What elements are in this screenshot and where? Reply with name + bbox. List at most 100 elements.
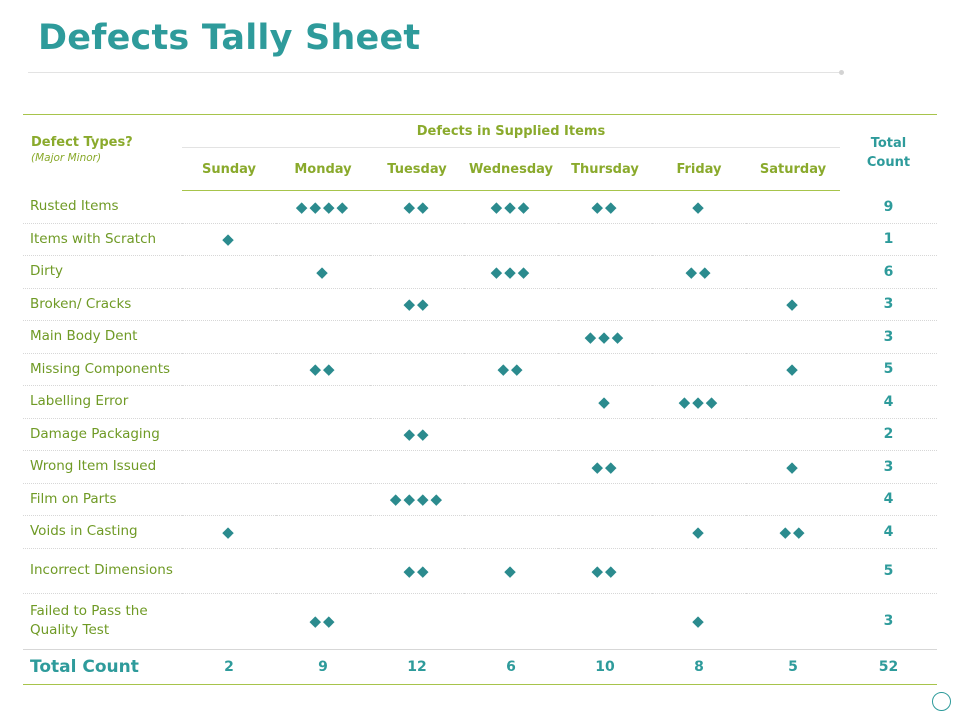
defect-type-label: Broken/ Cracks <box>23 288 182 321</box>
tally-cell: ◆ <box>558 385 652 419</box>
defect-type-label: Failed to Pass the Quality Test <box>23 593 182 650</box>
diamond-icon: ◆ <box>417 425 431 444</box>
tally-cell <box>182 190 276 224</box>
diamond-icon: ◆ <box>403 561 417 580</box>
page-title: Defects Tally Sheet <box>38 18 421 58</box>
diamond-icon: ◆ <box>323 360 337 379</box>
tally-cell <box>276 450 370 484</box>
tally-cell: ◆◆ <box>370 288 464 321</box>
tally-cell <box>182 353 276 386</box>
tally-cell <box>746 190 840 224</box>
table-row: Main Body Dent ◆◆◆ 3 <box>23 320 937 354</box>
tally-cell <box>276 320 370 354</box>
day-header-wednesday: Wednesday <box>464 147 558 191</box>
tally-cell <box>370 223 464 256</box>
diamond-icon: ◆ <box>591 561 605 580</box>
defect-type-label: Film on Parts <box>23 483 182 516</box>
tally-cell <box>370 320 464 354</box>
tally-cell: ◆ <box>746 288 840 321</box>
defect-type-label: Missing Components <box>23 353 182 386</box>
tally-cell <box>464 483 558 516</box>
tally-cell <box>370 450 464 484</box>
diamond-icon: ◆ <box>403 490 417 509</box>
tally-cell <box>746 223 840 256</box>
diamond-icon: ◆ <box>417 561 431 580</box>
tally-cell <box>464 450 558 484</box>
table-row: Broken/ Cracks ◆◆ ◆ 3 <box>23 288 937 321</box>
diamond-icon: ◆ <box>417 295 431 314</box>
diamond-icon: ◆ <box>497 360 511 379</box>
defect-types-label: Defect Types? <box>31 135 133 150</box>
tally-cell <box>276 515 370 549</box>
tally-cell: ◆ <box>276 255 370 289</box>
diamond-icon: ◆ <box>222 522 236 541</box>
diamond-icon: ◆ <box>417 197 431 216</box>
tally-cell <box>370 353 464 386</box>
diamond-icon: ◆ <box>692 197 706 216</box>
row-total: 3 <box>840 320 937 354</box>
day-header-sunday: Sunday <box>182 147 276 191</box>
day-header-thursday: Thursday <box>558 147 652 191</box>
tally-cell: ◆◆ <box>464 353 558 386</box>
diamond-icon: ◆ <box>309 197 323 216</box>
tally-cell: ◆◆ <box>558 548 652 594</box>
tally-cell <box>276 483 370 516</box>
tally-cell <box>370 385 464 419</box>
tally-cell <box>746 385 840 419</box>
diamond-icon: ◆ <box>417 490 431 509</box>
tally-cell: ◆◆◆ <box>652 385 746 419</box>
table-row: Incorrect Dimensions ◆◆ ◆ ◆◆ 5 <box>23 548 937 594</box>
tally-cell <box>464 593 558 650</box>
supplied-items-group-header: Defects in Supplied Items <box>182 114 840 148</box>
row-total: 3 <box>840 450 937 484</box>
diamond-icon: ◆ <box>678 392 693 411</box>
diamond-icon: ◆ <box>685 262 699 281</box>
diamond-icon: ◆ <box>517 197 532 216</box>
tally-cell <box>182 548 276 594</box>
table-row: Items with Scratch ◆ 1 <box>23 223 937 256</box>
tally-cell: ◆ <box>652 515 746 549</box>
tally-cell <box>746 593 840 650</box>
row-total: 6 <box>840 255 937 289</box>
defect-type-label: Rusted Items <box>23 190 182 224</box>
tally-cell: ◆◆◆ <box>558 320 652 354</box>
tally-cell <box>558 223 652 256</box>
tally-cell <box>370 593 464 650</box>
circle-icon <box>932 692 951 711</box>
diamond-icon: ◆ <box>316 262 330 281</box>
divider-end-dot <box>839 70 844 75</box>
table-row: Labelling Error ◆ ◆◆◆ 4 <box>23 385 937 419</box>
tally-cell <box>182 483 276 516</box>
diamond-icon: ◆ <box>779 522 793 541</box>
defect-type-label: Main Body Dent <box>23 320 182 354</box>
tally-cell <box>464 418 558 451</box>
tally-cell <box>182 288 276 321</box>
tally-cell <box>652 483 746 516</box>
diamond-icon: ◆ <box>517 262 532 281</box>
defect-types-header: Defect Types? (Major Minor) <box>23 114 182 191</box>
day-total: 5 <box>746 648 840 685</box>
tally-cell <box>464 320 558 354</box>
defect-types-sublabel: (Major Minor) <box>31 152 102 164</box>
tally-cell <box>464 515 558 549</box>
tally-cell <box>464 223 558 256</box>
grand-total: 52 <box>840 648 937 685</box>
diamond-icon: ◆ <box>323 612 337 630</box>
tally-cell <box>652 418 746 451</box>
day-total: 12 <box>370 648 464 685</box>
day-header-monday: Monday <box>276 147 370 191</box>
diamond-icon: ◆ <box>295 197 310 216</box>
tally-cell <box>652 320 746 354</box>
diamond-icon: ◆ <box>504 561 518 580</box>
tally-cell <box>276 385 370 419</box>
row-total: 1 <box>840 223 937 256</box>
diamond-icon: ◆ <box>786 295 800 314</box>
tally-cell <box>276 418 370 451</box>
table-row: Missing Components ◆◆ ◆◆ ◆ 5 <box>23 353 937 386</box>
tally-cell: ◆ <box>746 450 840 484</box>
diamond-icon: ◆ <box>309 612 323 630</box>
tally-cell <box>652 450 746 484</box>
tally-cell <box>652 353 746 386</box>
tally-cell <box>746 548 840 594</box>
diamond-icon: ◆ <box>605 197 619 216</box>
